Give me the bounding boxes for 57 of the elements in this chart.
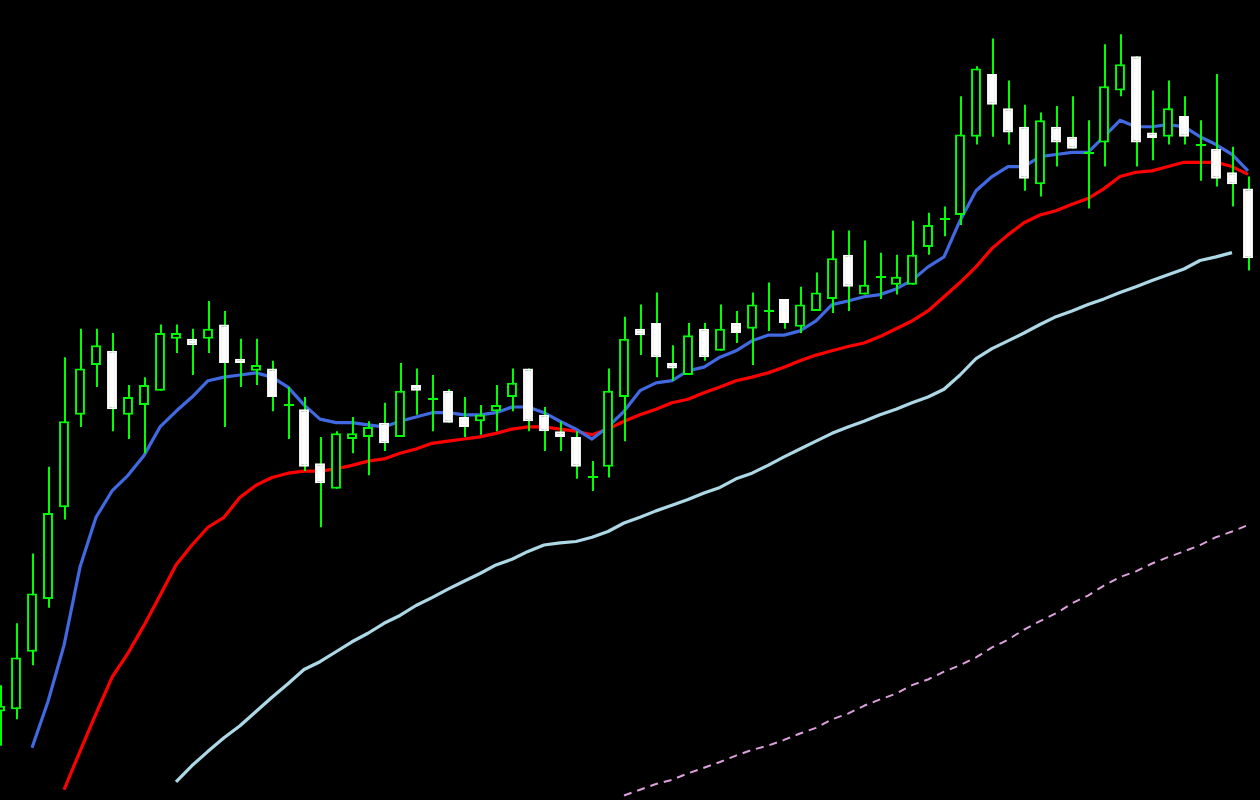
candlestick: [91, 327, 101, 389]
candlestick: [11, 622, 21, 721]
candlestick: [267, 359, 277, 413]
candlestick: [683, 322, 693, 377]
candlestick: [459, 396, 469, 438]
candlestick: [875, 251, 887, 300]
candlestick: [251, 337, 261, 386]
candlestick: [443, 388, 453, 424]
candlestick: [891, 253, 901, 296]
candlestick: [347, 415, 357, 455]
candlestick: [811, 271, 821, 312]
candlestick: [939, 205, 951, 238]
candlestick: [587, 460, 599, 492]
candlestick: [203, 300, 213, 354]
candlestick: [315, 435, 325, 529]
candlestick: [1051, 105, 1061, 168]
candlestick: [507, 367, 517, 413]
candlestick: [427, 374, 439, 433]
candlestick: [1147, 89, 1157, 162]
candlestick: [731, 309, 741, 344]
candlestick: [571, 430, 581, 480]
candlestick: [859, 239, 869, 296]
candlestick: [907, 219, 917, 286]
candlestick: [283, 386, 295, 441]
candlestick: [795, 285, 805, 335]
candlestick: [379, 401, 389, 453]
candlestick: [1195, 119, 1207, 182]
candlestick: [1083, 119, 1095, 210]
candlestick: [171, 323, 181, 354]
candlestick: [747, 291, 757, 367]
candlestick: [1019, 103, 1029, 192]
candlestick: [1179, 95, 1189, 146]
candlestick: [123, 383, 133, 441]
candlestick: [411, 367, 421, 416]
candlestick: [1003, 79, 1013, 146]
candlestick: [1115, 33, 1125, 98]
candlestick: [651, 291, 661, 379]
candlestick: [987, 37, 997, 138]
candlestick: [763, 281, 775, 332]
candlestick: [139, 376, 149, 455]
candlestick: [1211, 73, 1221, 188]
candlestick: [555, 420, 565, 453]
candlestick: [923, 211, 933, 256]
candlestick: [827, 229, 837, 315]
candlestick: [715, 303, 725, 352]
candlestick: [667, 344, 677, 382]
candlestick: [395, 361, 405, 438]
candlestick: [1227, 145, 1237, 208]
candlestick: [1163, 79, 1173, 146]
candlestick: [219, 309, 229, 428]
candlestick: [75, 327, 85, 428]
candlestick: [1067, 95, 1077, 150]
candlestick: [843, 229, 853, 312]
candlestick: [699, 322, 709, 362]
candlestick: [363, 420, 373, 477]
candlestick: [779, 297, 789, 330]
candlestick: [539, 406, 549, 453]
